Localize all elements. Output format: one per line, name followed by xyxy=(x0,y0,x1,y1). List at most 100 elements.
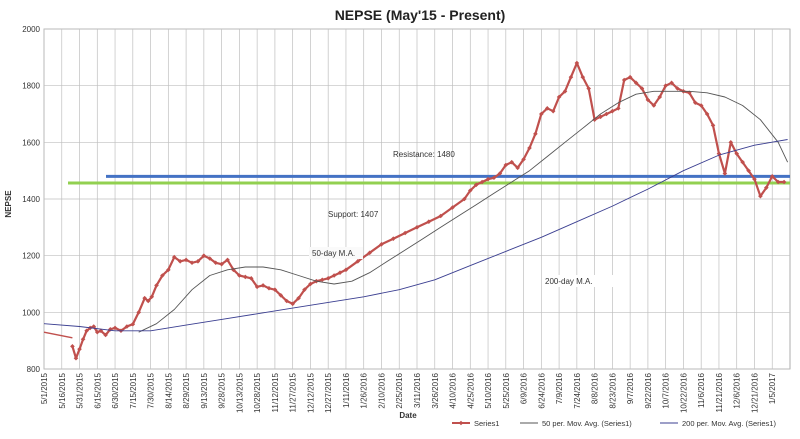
data-point xyxy=(740,159,745,165)
x-tick-label: 6/9/2016 xyxy=(520,372,529,404)
data-point xyxy=(669,80,674,86)
y-tick-label: 1400 xyxy=(22,195,40,204)
data-point xyxy=(112,325,118,331)
data-point xyxy=(94,329,100,335)
data-point xyxy=(610,108,615,114)
x-tick-label: 3/11/2016 xyxy=(413,372,422,408)
x-tick-label: 9/22/2016 xyxy=(644,372,653,408)
data-point xyxy=(302,287,307,292)
data-point xyxy=(136,310,142,315)
x-tick-label: 1/11/2016 xyxy=(342,372,351,408)
x-tick-label: 11/6/2016 xyxy=(697,372,706,408)
data-point xyxy=(166,267,171,273)
data-point xyxy=(154,283,159,288)
y-tick-label: 1600 xyxy=(22,138,40,147)
data-point xyxy=(149,294,155,300)
data-point xyxy=(77,346,82,352)
data-point xyxy=(527,145,532,151)
data-point xyxy=(391,236,396,241)
data-point xyxy=(533,131,538,137)
data-point xyxy=(308,281,313,287)
data-point xyxy=(331,273,337,278)
x-tick-label: 8/14/2015 xyxy=(164,372,173,408)
x-tick-label: 6/15/2015 xyxy=(93,372,102,408)
x-axis-title: Date xyxy=(399,411,417,420)
x-tick-label: 12/6/2016 xyxy=(733,372,742,408)
data-point xyxy=(621,77,627,83)
x-tick-label: 10/7/2016 xyxy=(662,372,671,408)
x-tick-label: 12/12/2015 xyxy=(306,372,315,413)
data-point xyxy=(568,74,574,80)
reference-lines: Resistance: 1480 Support: 1407 xyxy=(68,150,790,219)
x-tick-label: 4/25/2016 xyxy=(466,372,475,408)
data-point xyxy=(130,321,136,327)
x-tick-label: 2/10/2016 xyxy=(377,372,386,408)
data-point xyxy=(539,111,544,117)
data-point xyxy=(586,86,591,91)
data-point xyxy=(254,284,260,290)
data-point xyxy=(248,276,254,281)
data-point xyxy=(231,267,236,273)
x-tick-label: 5/16/2015 xyxy=(58,372,67,408)
data-point xyxy=(580,74,586,80)
chart-title: NEPSE (May'15 - Present) xyxy=(335,7,506,23)
data-point xyxy=(177,259,183,264)
data-point xyxy=(426,219,432,224)
legend-label: 200 per. Mov. Avg. (Series1) xyxy=(682,419,776,428)
data-point xyxy=(237,273,242,278)
x-tick-label: 7/24/2016 xyxy=(573,372,582,408)
data-point xyxy=(734,151,740,156)
data-point xyxy=(663,83,668,88)
data-point xyxy=(509,159,515,165)
data-point xyxy=(556,94,562,100)
data-point xyxy=(225,257,230,263)
data-point xyxy=(698,103,704,108)
data-point xyxy=(675,86,680,91)
data-point xyxy=(503,162,509,168)
data-point xyxy=(219,261,224,267)
data-point xyxy=(290,301,295,307)
x-tick-label: 11/21/2016 xyxy=(715,372,724,412)
data-point xyxy=(367,250,372,256)
x-tick-label: 8/23/2016 xyxy=(608,372,617,408)
data-point xyxy=(80,336,86,342)
y-axis-title: NEPSE xyxy=(4,190,13,218)
data-point xyxy=(84,328,89,334)
data-point xyxy=(462,196,467,202)
data-point xyxy=(343,267,349,273)
data-point xyxy=(103,332,108,338)
x-tick-label: 12/27/2015 xyxy=(324,372,333,413)
data-point xyxy=(627,74,633,80)
data-point xyxy=(710,123,716,128)
data-point xyxy=(73,355,79,361)
data-point xyxy=(752,176,757,182)
data-point xyxy=(764,185,769,190)
x-tick-label: 8/29/2015 xyxy=(182,372,191,408)
x-tick-label: 9/7/2016 xyxy=(626,372,635,404)
grid-layer xyxy=(43,28,790,370)
data-point xyxy=(438,213,443,219)
data-point xyxy=(213,260,218,266)
x-axis: 5/1/2015 5/16/2015 5/31/2015 6/15/2015 6/30/… xyxy=(40,372,777,413)
data-point xyxy=(692,100,698,105)
data-point xyxy=(160,273,165,278)
data-point xyxy=(142,295,147,301)
x-tick-label: 4/10/2016 xyxy=(449,372,458,408)
data-point xyxy=(479,179,485,185)
data-point xyxy=(467,188,473,193)
data-point xyxy=(171,254,177,260)
x-tick-label: 11/27/2015 xyxy=(289,372,298,412)
annotation-label: 200-day M.A. xyxy=(545,277,593,286)
data-point xyxy=(272,287,278,292)
data-point xyxy=(414,225,420,230)
data-point xyxy=(651,103,657,108)
legend: Series1 50 per. Mov. Avg. (Series1) 200 pe… xyxy=(452,419,776,428)
data-point xyxy=(598,114,603,120)
data-point xyxy=(243,274,248,280)
data-point xyxy=(183,257,189,263)
x-tick-label: 5/25/2016 xyxy=(502,372,511,408)
data-point xyxy=(266,285,272,291)
data-point xyxy=(355,259,361,264)
data-point xyxy=(284,298,290,304)
